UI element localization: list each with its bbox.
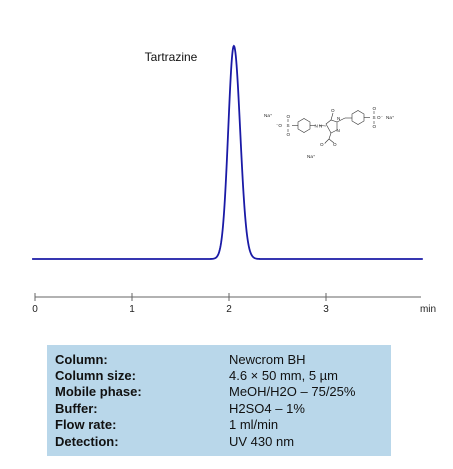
svg-text:O: O xyxy=(287,114,291,119)
structure-labels: Na⁺ ⁻O S O O N N O N N S O O O⁻ Na⁺ O⁻ O… xyxy=(264,106,395,159)
condition-key: Column: xyxy=(55,351,108,367)
svg-text:S: S xyxy=(287,123,290,128)
x-tick-label-3: 3 xyxy=(323,304,329,315)
svg-text:N: N xyxy=(337,128,340,133)
condition-key: Mobile phase: xyxy=(55,384,142,400)
condition-value: MeOH/H2O – 75/25% xyxy=(229,384,356,400)
svg-text:O: O xyxy=(333,142,337,147)
svg-text:O: O xyxy=(373,106,377,111)
svg-text:S: S xyxy=(373,115,376,120)
condition-value: Newcrom BH xyxy=(229,351,306,367)
condition-row: Mobile phase: MeOH/H2O – 75/25% xyxy=(55,384,391,400)
x-axis-ticks: 0 1 2 3 xyxy=(32,293,329,315)
condition-row: Flow rate: 1 ml/min xyxy=(55,417,391,433)
svg-text:O: O xyxy=(331,108,335,113)
condition-row: Buffer: H2SO4 – 1% xyxy=(55,400,391,416)
chromatogram-trace xyxy=(32,44,423,260)
svg-text:O⁻: O⁻ xyxy=(377,115,384,120)
svg-text:N: N xyxy=(319,124,322,129)
x-tick-label-2: 2 xyxy=(226,304,232,315)
condition-key: Flow rate: xyxy=(55,417,117,433)
pyrazole-ring xyxy=(325,119,338,134)
condition-key: Buffer: xyxy=(55,400,98,416)
method-conditions-box: Column: Newcrom BH Column size: 4.6 × 50 mm… xyxy=(47,345,391,456)
condition-row: Detection: UV 430 nm xyxy=(55,433,391,449)
x-tick-label-0: 0 xyxy=(32,304,38,315)
x-tick-label-1: 1 xyxy=(129,304,135,315)
condition-row: Column size: 4.6 × 50 mm, 5 µm xyxy=(55,367,391,383)
condition-key: Detection: xyxy=(55,433,119,449)
peak-label-tartrazine: Tartrazine xyxy=(145,50,198,64)
svg-text:N: N xyxy=(315,124,318,129)
method-conditions-list: Column: Newcrom BH Column size: 4.6 × 50 mm… xyxy=(55,351,391,449)
chromatogram: 0 1 2 3 min Tartrazine Na⁺ ⁻O S O O N N O xyxy=(32,44,436,315)
right-benzene-ring xyxy=(351,110,365,125)
svg-text:O: O xyxy=(373,124,377,129)
x-axis-unit: min xyxy=(420,304,436,315)
svg-text:Na⁺: Na⁺ xyxy=(307,154,316,159)
condition-value: 4.6 × 50 mm, 5 µm xyxy=(229,368,339,384)
condition-value: UV 430 nm xyxy=(229,433,295,449)
svg-text:O⁻: O⁻ xyxy=(320,142,327,147)
svg-text:Na⁺: Na⁺ xyxy=(386,115,395,120)
condition-value: 1 ml/min xyxy=(229,417,279,433)
svg-text:O: O xyxy=(287,132,291,137)
condition-row: Column: Newcrom BH xyxy=(55,351,391,367)
svg-text:Na⁺: Na⁺ xyxy=(264,113,273,118)
condition-value: H2SO4 – 1% xyxy=(229,400,305,416)
tartrazine-structure xyxy=(287,110,375,144)
left-benzene-ring xyxy=(297,118,311,133)
svg-text:⁻O: ⁻O xyxy=(276,123,282,128)
condition-key: Column size: xyxy=(55,368,136,384)
svg-text:N: N xyxy=(337,116,340,121)
